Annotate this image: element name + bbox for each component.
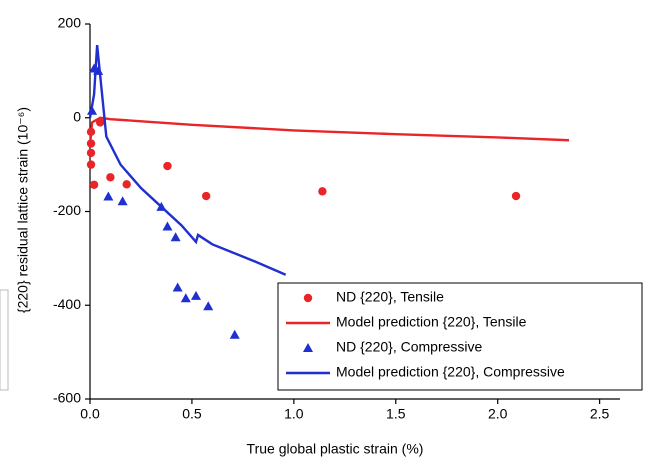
line <box>88 44 287 276</box>
y-tick-label: -400 <box>53 296 81 312</box>
legend-label: Model prediction {220}, Compressive <box>336 364 565 380</box>
point <box>229 329 240 339</box>
point <box>89 180 99 189</box>
x-tick-label: 1.5 <box>386 406 406 422</box>
point <box>103 191 114 201</box>
legend-label: Model prediction {220}, Tensile <box>336 314 527 330</box>
point <box>203 301 214 311</box>
y-tick-label: 0 <box>73 108 81 124</box>
point <box>122 180 131 189</box>
point <box>191 290 201 300</box>
point <box>86 160 96 169</box>
x-tick-label: 2.5 <box>590 406 610 422</box>
point <box>162 221 173 231</box>
x-tick-label: 2.0 <box>488 406 508 422</box>
y-axis-label: {220} residual lattice strain (10⁻⁶) <box>15 107 31 313</box>
x-tick-label: 0.5 <box>182 406 202 422</box>
y-tick-label: -200 <box>53 202 81 218</box>
point <box>86 148 96 158</box>
y-tick-label: -600 <box>53 390 81 406</box>
legend-box <box>277 282 643 391</box>
x-axis-label: True global plastic strain (%) <box>247 441 424 457</box>
point <box>201 191 211 201</box>
point <box>511 191 521 201</box>
cropped-box <box>0 289 9 391</box>
point <box>180 293 191 303</box>
legend-label: ND {220}, Compressive <box>336 339 483 355</box>
point <box>170 232 181 242</box>
point <box>172 282 183 292</box>
point <box>106 173 115 182</box>
line <box>88 116 570 146</box>
legend-marker <box>303 293 313 303</box>
legend-label: ND {220}, Tensile <box>336 289 444 305</box>
legend-marker <box>303 343 313 352</box>
point <box>117 196 128 206</box>
point <box>318 187 327 196</box>
x-tick-label: 0.0 <box>80 406 100 422</box>
y-tick-label: 200 <box>58 15 82 31</box>
x-tick-label: 1.0 <box>284 406 304 422</box>
point <box>163 161 172 171</box>
